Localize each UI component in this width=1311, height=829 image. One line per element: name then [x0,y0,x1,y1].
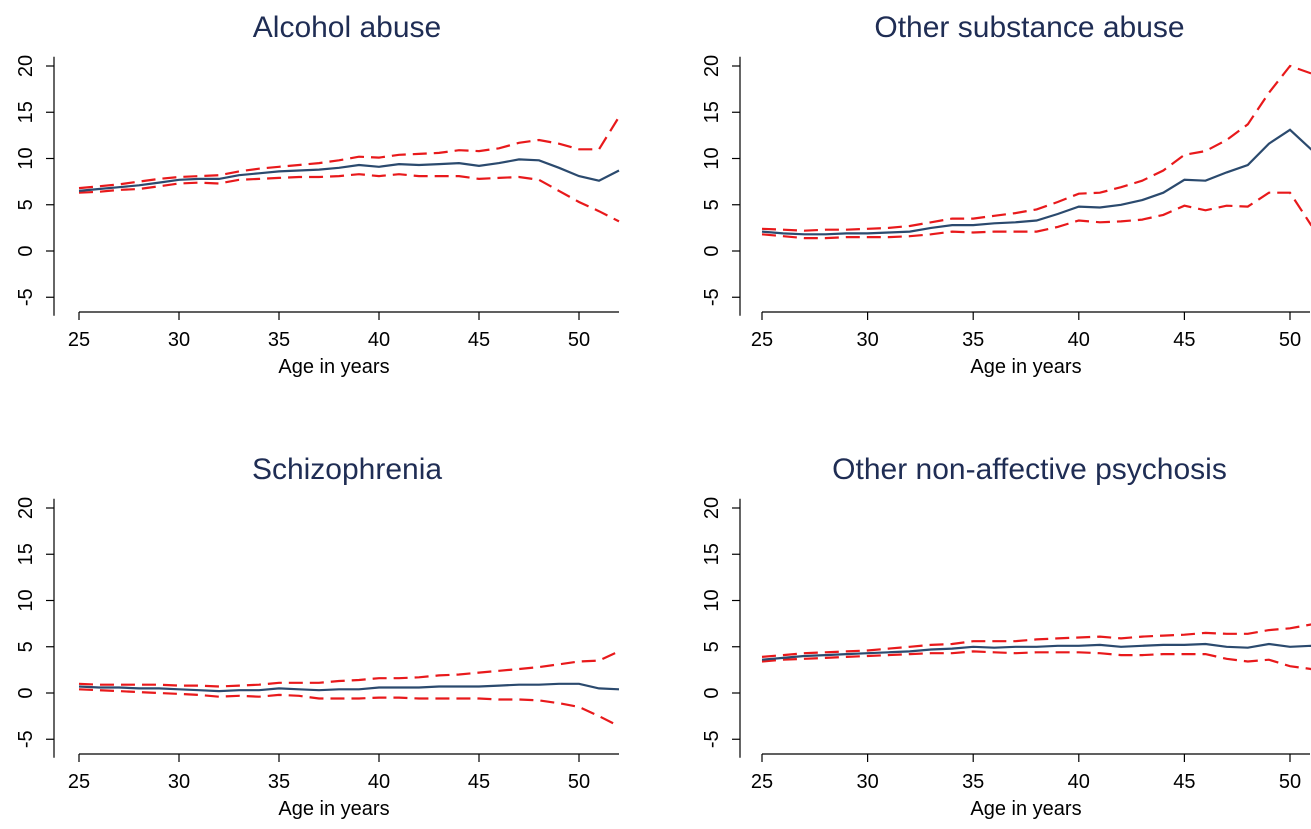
y-tick-label: 20 [15,55,37,77]
x-tick-label: 50 [1279,771,1301,793]
panel-0: Alcohol abuse -5 0 5 10 15 20 25 30 35 40 45 50 Age i… [15,11,620,378]
x-tick-label: 35 [962,771,984,793]
y-tick-label: 5 [701,199,723,210]
x-tick-label: 35 [962,329,984,351]
y-tick-label: -5 [701,288,723,306]
panel-1: Other substance abuse -5 0 5 10 15 20 25 30 35 40 4… [701,11,1311,378]
series-line-estimate [761,128,1311,236]
y-tick-label: 20 [701,497,723,519]
panel-title: Alcohol abuse [253,11,441,44]
series-line-estimate [78,158,620,192]
y-tick-label: 0 [15,687,37,698]
y-tick-label: 10 [701,589,723,611]
series-line-lower [78,173,620,223]
y-tick-label: 10 [15,589,37,611]
y-tick-label: -5 [15,730,37,748]
y-tick-label: 0 [701,245,723,256]
x-tick-label: 40 [1068,771,1090,793]
x-tick-label: 35 [268,771,290,793]
panel-title: Schizophrenia [252,453,442,486]
x-tick-label: 30 [168,771,190,793]
series-line-upper [761,623,1311,658]
series-line-estimate [761,642,1311,661]
series-line-lower [761,650,1311,671]
y-tick-label: 15 [15,543,37,565]
x-tick-label: 45 [1173,329,1195,351]
panel-title: Other non-affective psychosis [832,453,1227,486]
x-tick-label: 45 [468,771,490,793]
y-tick-label: 0 [701,687,723,698]
series-line-upper [78,116,620,190]
x-tick-label: 50 [568,329,590,351]
x-axis-label: Age in years [970,798,1081,820]
y-tick-label: 10 [701,147,723,169]
x-tick-label: 30 [168,329,190,351]
x-tick-label: 30 [856,771,878,793]
y-tick-label: -5 [15,288,37,306]
x-axis-label: Age in years [278,356,389,378]
series-line-lower [78,688,620,728]
x-tick-label: 30 [856,329,878,351]
series-line-estimate [78,682,620,693]
x-tick-label: 50 [1279,329,1301,351]
y-tick-label: 15 [701,101,723,123]
x-tick-label: 25 [68,771,90,793]
y-tick-label: 5 [15,641,37,652]
y-tick-label: -5 [701,730,723,748]
series-line-upper [78,650,620,688]
series-line-upper [761,64,1311,232]
x-tick-label: 25 [68,329,90,351]
y-tick-label: 15 [15,101,37,123]
y-tick-label: 0 [15,245,37,256]
x-tick-label: 25 [751,329,773,351]
x-tick-label: 35 [268,329,290,351]
x-tick-label: 40 [368,771,390,793]
x-tick-label: 45 [1173,771,1195,793]
series-line-lower [761,191,1311,240]
y-tick-label: 20 [15,497,37,519]
x-tick-label: 25 [751,771,773,793]
panel-3: Other non-affective psychosis -5 0 5 10 15 20 2… [701,453,1311,820]
panel-2: Schizophrenia -5 0 5 10 15 20 25 30 35 40 45 50 Age i… [15,453,620,820]
x-tick-label: 50 [568,771,590,793]
y-tick-label: 10 [15,147,37,169]
x-tick-label: 45 [468,329,490,351]
x-tick-label: 40 [1068,329,1090,351]
y-tick-label: 5 [701,641,723,652]
panel-title: Other substance abuse [874,11,1184,44]
y-tick-label: 15 [701,543,723,565]
x-axis-label: Age in years [970,356,1081,378]
x-tick-label: 40 [368,329,390,351]
y-tick-label: 20 [701,55,723,77]
x-axis-label: Age in years [278,798,389,820]
y-tick-label: 5 [15,199,37,210]
